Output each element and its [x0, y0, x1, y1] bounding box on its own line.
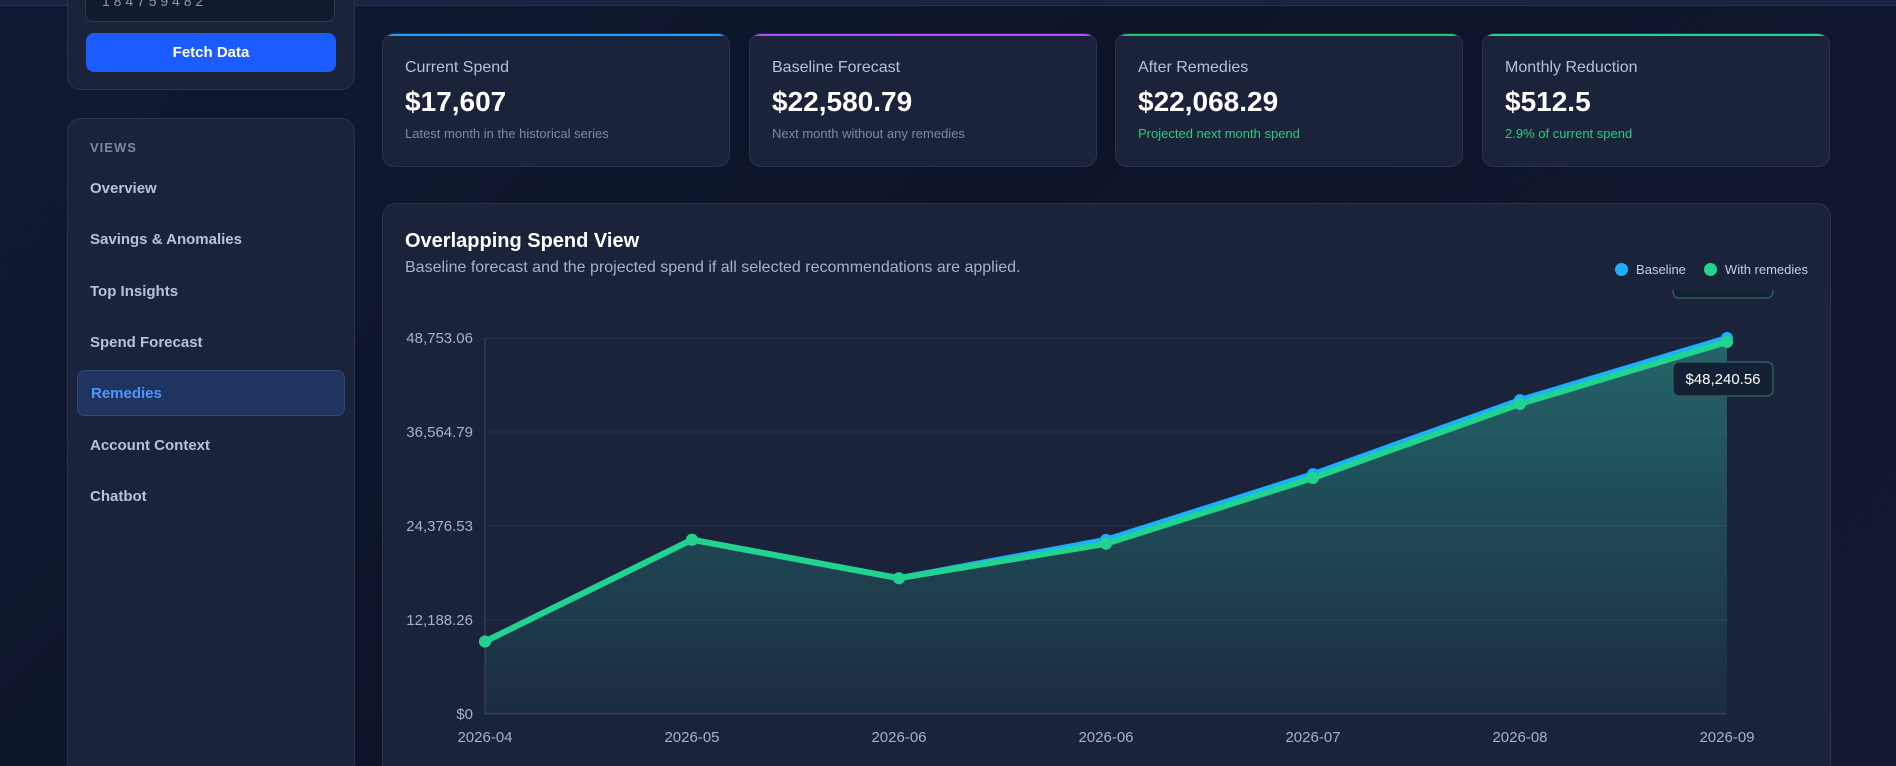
tooltip-box [1672, 361, 1774, 397]
card-value: $17,607 [405, 86, 507, 117]
with-remedies-point [1100, 537, 1112, 550]
monthly-reduction-card: Monthly Reduction $512.5 2.9% of current… [1482, 33, 1830, 167]
card-value: $22,068.29 [1138, 86, 1279, 117]
spend-line-chart[interactable]: $0 12,188.26 24,376.53 36,564.79 48,753.06 20… [382, 290, 1831, 766]
chart-area-fill [485, 338, 1727, 714]
views-heading: VIEWS [90, 140, 137, 155]
with-remedies-point [479, 635, 491, 648]
x-tick-label: 2026-05 [664, 729, 719, 746]
y-tick-label: $0 [456, 706, 473, 723]
chart-title: Overlapping Spend View [405, 230, 640, 252]
chart-points [479, 332, 1733, 648]
legend-label: Baseline [1636, 262, 1686, 277]
y-tick-label: 48,753.06 [406, 330, 473, 347]
card-label: After Remedies [1138, 59, 1249, 76]
card-subtext: Next month without any remedies [772, 126, 965, 141]
views-nav-panel [67, 118, 355, 766]
card-value: $512.5 [1505, 86, 1591, 117]
current-spend-card: Current Spend $17,607 Latest month in th… [382, 33, 730, 167]
legend-item-baseline[interactable]: Baseline [1615, 262, 1686, 277]
legend-label: With remedies [1724, 262, 1808, 277]
x-tick-label: 2026-07 [1285, 729, 1340, 746]
account-id-input[interactable]: 1 8 4 7 5 9 4 8 2 [85, 0, 335, 22]
sidebar-item-spend-forecast[interactable]: Spend Forecast [90, 333, 203, 351]
legend-swatch-with-remedies [1703, 263, 1717, 276]
chart-subtitle: Baseline forecast and the projected spen… [405, 259, 1021, 276]
legend-swatch-baseline [1615, 263, 1629, 276]
sidebar-item-top-insights[interactable]: Top Insights [90, 282, 179, 300]
chart-axis-labels: $0 12,188.26 24,376.53 36,564.79 48,753.06 20… [406, 330, 1754, 746]
card-value: $22,580.79 [772, 86, 913, 117]
tooltip-box-partial [1672, 290, 1774, 299]
chart-tooltips: $48,240.56 [1672, 290, 1774, 397]
fetch-data-button[interactable]: Fetch Data [86, 33, 336, 72]
sidebar-item-account-context[interactable]: Account Context [90, 436, 210, 454]
x-tick-label: 2026-08 [1492, 729, 1547, 746]
card-subtext: 2.9% of current spend [1505, 126, 1633, 141]
with-remedies-point [1307, 472, 1319, 485]
sidebar-item-remedies[interactable]: Remedies [77, 370, 345, 416]
y-tick-label: 36,564.79 [406, 424, 473, 441]
with-remedies-point [1721, 335, 1733, 348]
card-label: Baseline Forecast [772, 59, 901, 76]
card-label: Current Spend [405, 59, 510, 76]
legend-item-with-remedies[interactable]: With remedies [1703, 262, 1808, 277]
x-tick-label: 2026-06 [871, 729, 926, 746]
with-remedies-point [686, 533, 698, 546]
baseline-forecast-card: Baseline Forecast $22,580.79 Next month … [749, 33, 1097, 167]
sidebar-item-savings-anomalies[interactable]: Savings & Anomalies [90, 230, 242, 248]
with-remedies-point [893, 572, 905, 585]
x-tick-label: 2026-09 [1699, 729, 1754, 746]
y-tick-label: 24,376.53 [406, 518, 473, 535]
card-subtext: Projected next month spend [1138, 126, 1300, 141]
baseline-area [485, 338, 1727, 714]
chart-legend: Baseline With remedies [1615, 262, 1808, 277]
card-subtext: Latest month in the historical series [405, 126, 609, 141]
tooltip-value: $48,240.56 [1685, 371, 1760, 388]
window-top-border [0, 0, 1896, 6]
sidebar-item-chatbot[interactable]: Chatbot [90, 487, 147, 505]
after-remedies-card: After Remedies $22,068.29 Projected next… [1115, 33, 1463, 167]
with-remedies-point [1514, 397, 1526, 410]
card-label: Monthly Reduction [1505, 59, 1638, 76]
x-tick-label: 2026-06 [1078, 729, 1133, 746]
y-tick-label: 12,188.26 [406, 612, 473, 629]
sidebar-item-overview[interactable]: Overview [90, 179, 157, 197]
x-tick-label: 2026-04 [457, 729, 512, 746]
